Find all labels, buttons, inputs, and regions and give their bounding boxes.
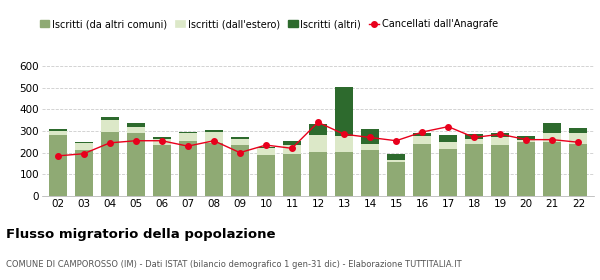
Bar (517, 142, 535, 196)
Bar (465, 144, 484, 196)
Bar (127, 133, 145, 196)
Bar (517, 140, 535, 142)
Bar (127, 127, 145, 133)
Bar (49, 129, 67, 131)
Bar (257, 155, 275, 196)
Bar (569, 133, 587, 144)
Bar (152, 137, 171, 139)
Bar (152, 145, 171, 196)
Bar (413, 136, 431, 144)
Bar (74, 150, 93, 196)
Bar (179, 133, 197, 141)
Legend: Iscritti (da altri comuni), Iscritti (dall'estero), Iscritti (altri), Cancellati: Iscritti (da altri comuni), Iscritti (da… (36, 15, 502, 33)
Bar (101, 132, 119, 196)
Bar (231, 145, 249, 196)
Bar (491, 145, 509, 196)
Bar (387, 154, 405, 160)
Bar (387, 162, 405, 196)
Bar (569, 144, 587, 196)
Text: COMUNE DI CAMPOROSSO (IM) - Dati ISTAT (bilancio demografico 1 gen-31 dic) - Ela: COMUNE DI CAMPOROSSO (IM) - Dati ISTAT (… (6, 260, 461, 269)
Bar (361, 144, 379, 150)
Bar (335, 136, 353, 151)
Bar (569, 128, 587, 133)
Bar (257, 148, 275, 155)
Bar (309, 135, 327, 151)
Bar (49, 131, 67, 135)
Bar (205, 143, 223, 196)
Bar (413, 144, 431, 196)
Bar (491, 137, 509, 145)
Bar (439, 142, 457, 150)
Bar (335, 151, 353, 196)
Bar (257, 147, 275, 148)
Bar (387, 160, 405, 162)
Bar (543, 123, 562, 133)
Bar (205, 130, 223, 132)
Bar (101, 120, 119, 132)
Bar (283, 154, 301, 196)
Bar (205, 132, 223, 143)
Bar (231, 137, 249, 139)
Bar (283, 145, 301, 154)
Bar (465, 134, 484, 139)
Bar (127, 123, 145, 127)
Bar (543, 142, 562, 196)
Bar (361, 129, 379, 144)
Bar (49, 135, 67, 196)
Bar (413, 133, 431, 136)
Bar (152, 139, 171, 145)
Bar (361, 150, 379, 196)
Text: Flusso migratorio della popolazione: Flusso migratorio della popolazione (6, 228, 275, 241)
Bar (491, 133, 509, 137)
Bar (101, 117, 119, 120)
Bar (543, 133, 562, 142)
Bar (465, 139, 484, 144)
Bar (517, 136, 535, 140)
Bar (309, 125, 327, 135)
Bar (74, 142, 93, 143)
Bar (231, 139, 249, 145)
Bar (179, 141, 197, 196)
Bar (179, 132, 197, 133)
Bar (74, 143, 93, 150)
Bar (283, 141, 301, 145)
Bar (335, 87, 353, 136)
Bar (439, 150, 457, 196)
Bar (439, 135, 457, 142)
Bar (309, 151, 327, 196)
